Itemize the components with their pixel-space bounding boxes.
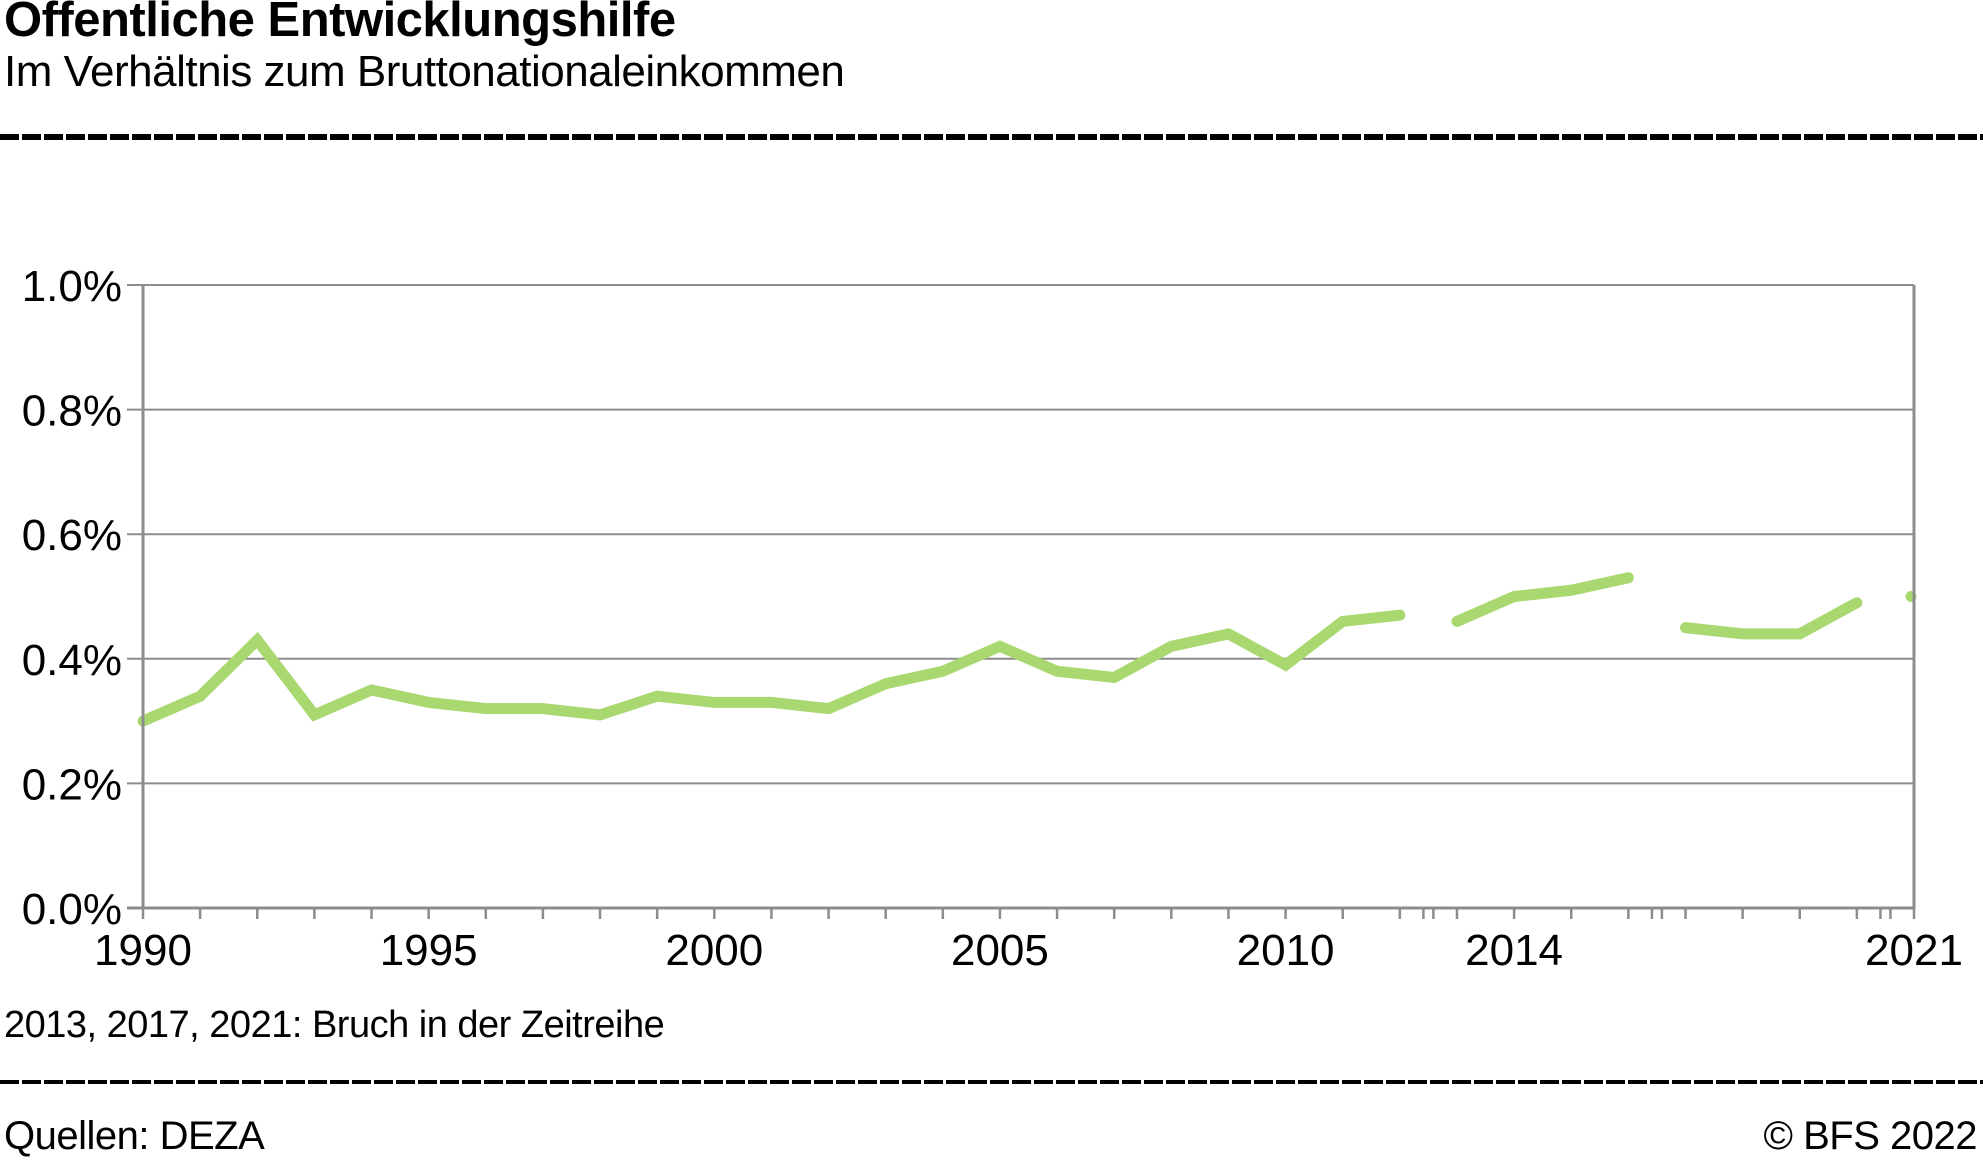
x-axis-tick-label: 2000 bbox=[665, 926, 763, 975]
copyright-label: © BFS 2022 bbox=[1763, 1114, 1978, 1158]
page-subtitle: Im Verhältnis zum Bruttonationaleinkomme… bbox=[4, 47, 845, 96]
data-line-segment bbox=[1451, 572, 1634, 627]
x-axis-tick-label: 2005 bbox=[951, 926, 1049, 975]
data-line-segment bbox=[137, 609, 1406, 727]
x-axis-tick-label: 2021 bbox=[1865, 926, 1963, 975]
y-axis-tick-label: 0.2% bbox=[22, 760, 122, 809]
y-axis-tick-label: 0.6% bbox=[22, 511, 122, 560]
page-title: Öffentliche Entwicklungshilfe bbox=[4, 0, 676, 47]
x-axis-tick-label: 1995 bbox=[380, 926, 478, 975]
y-axis-tick-label: 0.8% bbox=[22, 387, 122, 436]
x-axis-tick-label: 1990 bbox=[94, 926, 192, 975]
data-line-segment bbox=[1679, 597, 1863, 640]
x-axis-tick-label: 2010 bbox=[1237, 926, 1335, 975]
footer-divider bbox=[0, 1080, 1983, 1084]
y-axis-tick-label: 0.0% bbox=[22, 885, 122, 934]
header-divider bbox=[0, 134, 1983, 140]
chart-footnote: 2013, 2017, 2021: Bruch in der Zeitreihe bbox=[4, 1004, 665, 1046]
source-label: Quellen: DEZA bbox=[4, 1114, 265, 1158]
y-axis-tick-label: 0.4% bbox=[22, 636, 122, 685]
y-axis-tick-label: 1.0% bbox=[22, 262, 122, 311]
x-axis-tick-label: 2014 bbox=[1465, 926, 1563, 975]
